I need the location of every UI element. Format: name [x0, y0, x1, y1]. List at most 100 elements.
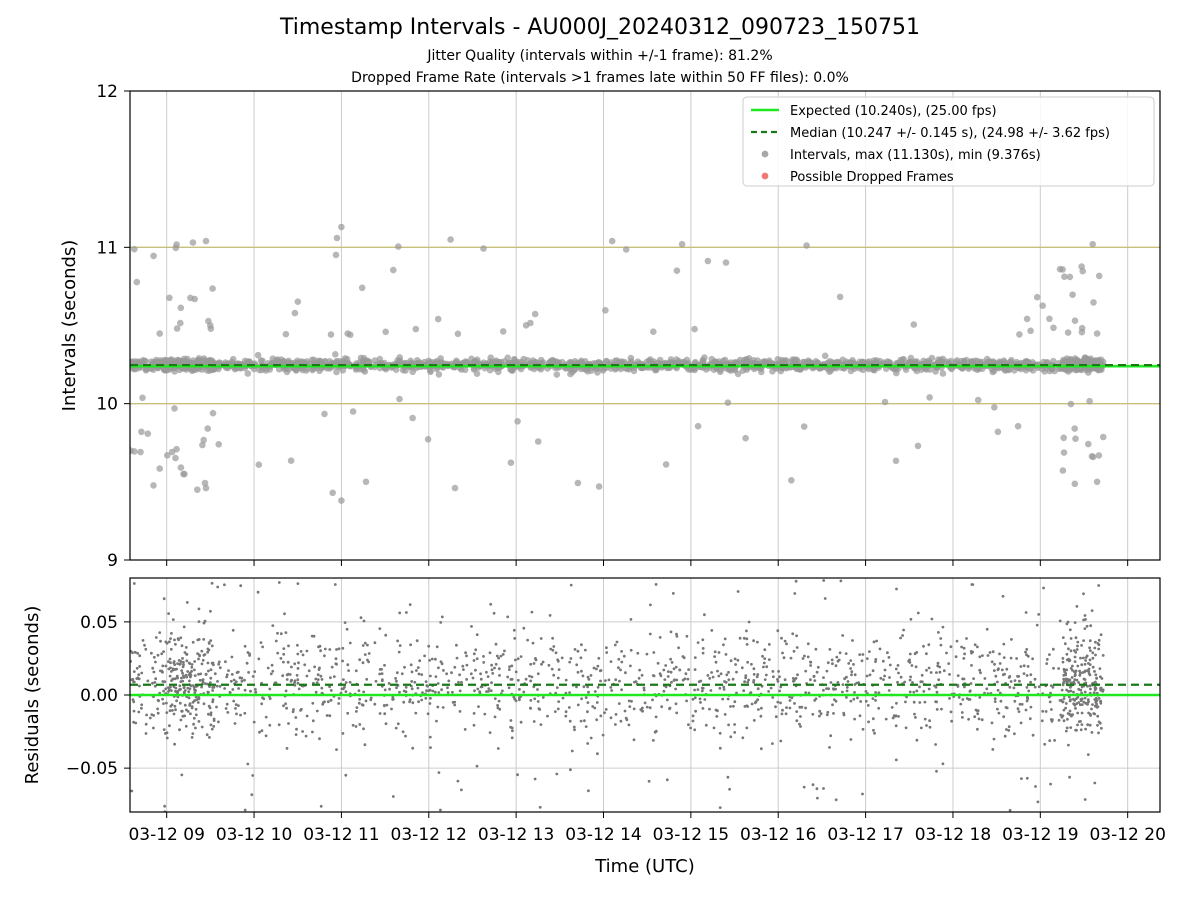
residual-point [279, 632, 283, 636]
residual-point [675, 678, 679, 682]
residual-point [936, 661, 940, 665]
residual-point [329, 689, 333, 692]
interval-point [358, 284, 366, 292]
residual-point [205, 733, 209, 737]
interval-point [280, 357, 288, 365]
interval-point [1033, 293, 1041, 301]
residual-point [908, 652, 912, 656]
residual-point [136, 676, 140, 680]
residual-point [825, 713, 829, 717]
residual-point [1018, 679, 1021, 683]
residual-point [158, 631, 162, 634]
interval-point [1027, 327, 1034, 335]
residual-point [548, 614, 552, 617]
residual-point [1053, 739, 1056, 742]
interval-point [309, 366, 316, 374]
residual-point [190, 706, 194, 710]
residual-point [915, 651, 919, 654]
residual-point [437, 666, 440, 670]
residual-point [1091, 703, 1094, 706]
residual-point [992, 737, 996, 741]
residual-point [174, 689, 177, 693]
interval-point [144, 430, 152, 438]
residual-point [186, 686, 190, 690]
residual-point [666, 670, 670, 673]
residual-point [276, 631, 279, 635]
residual-point [941, 762, 945, 766]
residual-point [194, 707, 198, 711]
residual-point [747, 678, 750, 682]
residual-point [363, 641, 367, 645]
legend-label-3: Possible Dropped Frames [790, 170, 954, 185]
residual-point [378, 627, 382, 630]
residual-point [435, 719, 438, 723]
residual-point [662, 668, 666, 672]
residual-point [373, 641, 377, 645]
interval-point [1093, 330, 1101, 337]
residual-point [170, 679, 173, 682]
residual-point [511, 729, 514, 733]
residual-point [1087, 667, 1091, 671]
residual-point [229, 679, 233, 683]
residual-point [1067, 657, 1070, 661]
residual-point [157, 699, 161, 703]
residual-point [140, 703, 144, 707]
interval-point [435, 371, 443, 378]
interval-point [643, 358, 651, 366]
bottom-ytick-label-0: −0.05 [66, 759, 118, 779]
residual-point [771, 742, 774, 745]
interval-point [691, 325, 698, 333]
residual-point [488, 651, 492, 655]
residual-point [599, 679, 602, 683]
residual-point [144, 732, 148, 735]
interval-point [177, 304, 185, 312]
interval-point [173, 325, 181, 332]
residual-point [1028, 717, 1032, 721]
residual-point [662, 689, 666, 693]
residual-point [489, 602, 493, 606]
residual-point [178, 728, 181, 732]
interval-point [462, 358, 469, 365]
interval-point [156, 465, 163, 472]
residual-point [200, 662, 204, 666]
residual-point [1063, 642, 1067, 646]
residual-point [182, 674, 185, 678]
interval-point [1050, 324, 1057, 332]
residual-point [807, 691, 811, 695]
residual-point [1059, 713, 1063, 717]
residual-point [203, 653, 207, 656]
residual-point [1022, 672, 1026, 675]
residual-point [579, 656, 583, 660]
residual-point [282, 704, 285, 708]
residual-point [1093, 670, 1096, 673]
residual-point [798, 705, 802, 709]
residual-point [383, 712, 387, 716]
xtick-label-10: 03-12 19 [1002, 825, 1078, 845]
residual-point [516, 657, 520, 661]
residual-point [297, 687, 301, 691]
residual-point [1073, 703, 1077, 707]
residual-point [1069, 698, 1072, 701]
residual-point [387, 682, 391, 685]
residual-point [1078, 671, 1082, 675]
residual-point [754, 700, 758, 704]
residual-point [887, 689, 891, 692]
residual-point [482, 661, 486, 664]
residual-point [658, 636, 662, 639]
residual-point [879, 676, 883, 680]
residual-point [199, 672, 203, 676]
residual-point [235, 712, 238, 716]
residual-point [460, 788, 463, 792]
residual-point [178, 684, 182, 688]
residual-point [555, 686, 559, 689]
xtick-label-5: 03-12 14 [565, 825, 641, 845]
interval-point [275, 366, 283, 373]
residual-point [884, 717, 888, 721]
interval-point [1065, 357, 1072, 365]
residual-point [897, 715, 900, 718]
residual-point [605, 646, 608, 650]
residual-point [400, 672, 404, 676]
residual-point [249, 689, 252, 693]
residual-point [409, 663, 413, 667]
